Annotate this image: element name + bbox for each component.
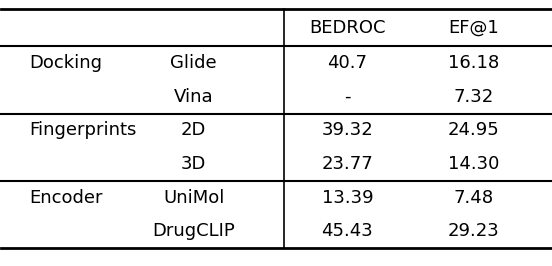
Text: 24.95: 24.95 xyxy=(448,121,500,139)
Text: 7.48: 7.48 xyxy=(454,189,494,207)
Text: -: - xyxy=(344,88,351,106)
Text: 16.18: 16.18 xyxy=(448,54,500,72)
Text: Glide: Glide xyxy=(171,54,217,72)
Text: 2D: 2D xyxy=(181,121,206,139)
Text: DrugCLIP: DrugCLIP xyxy=(152,222,235,240)
Text: 14.30: 14.30 xyxy=(448,155,500,173)
Text: 40.7: 40.7 xyxy=(327,54,368,72)
Text: Encoder: Encoder xyxy=(29,189,102,207)
Text: 7.32: 7.32 xyxy=(454,88,494,106)
Text: 23.77: 23.77 xyxy=(321,155,373,173)
Text: UniMol: UniMol xyxy=(163,189,224,207)
Text: EF@1: EF@1 xyxy=(448,19,499,37)
Text: 39.32: 39.32 xyxy=(321,121,373,139)
Text: 3D: 3D xyxy=(181,155,206,173)
Text: Vina: Vina xyxy=(174,88,214,106)
Text: BEDROC: BEDROC xyxy=(309,19,386,37)
Text: 29.23: 29.23 xyxy=(448,222,500,240)
Text: 13.39: 13.39 xyxy=(322,189,373,207)
Text: Docking: Docking xyxy=(29,54,102,72)
Text: Fingerprints: Fingerprints xyxy=(29,121,136,139)
Text: 45.43: 45.43 xyxy=(321,222,373,240)
